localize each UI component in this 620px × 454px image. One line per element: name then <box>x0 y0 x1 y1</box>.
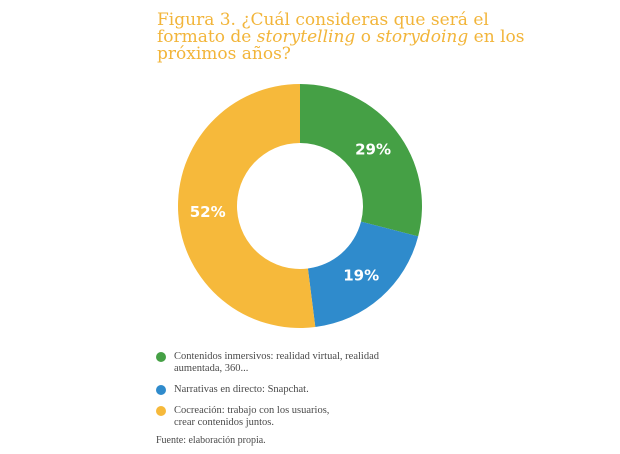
legend-label-line2: crear contenidos juntos. <box>174 417 275 428</box>
chart-title: Figura 3. ¿Cuál consideras que será el f… <box>157 12 597 63</box>
slice-inmersivos <box>300 84 422 237</box>
title-line-2-mid: o <box>355 27 377 47</box>
slice-cocreacion <box>178 84 316 328</box>
title-storydoing: storydoing <box>376 27 469 47</box>
legend-dot-blue-icon <box>156 385 166 395</box>
slice-directo <box>307 221 419 328</box>
title-storytelling: storytelling <box>256 27 356 47</box>
slice-inmersivos-label: 29% <box>355 140 391 158</box>
title-line-2-pre: formato de <box>157 27 257 47</box>
title-line-2-post: en los <box>468 27 525 47</box>
legend-label-line1: Narrativas en directo: Snapchat. <box>174 384 309 395</box>
legend-label-line2: aumentada, 360... <box>174 363 249 374</box>
legend-dot-green-icon <box>156 352 166 362</box>
title-line-2: formato de storytelling o storydoing en … <box>157 29 597 46</box>
legend-dot-yellow-icon <box>156 406 166 416</box>
legend-label-line1: Cocreación: trabajo con los usuarios, <box>174 405 330 416</box>
title-line-1: Figura 3. ¿Cuál consideras que será el <box>157 10 489 30</box>
legend-item-directo: Narrativas en directo: Snapchat. <box>156 384 416 396</box>
slice-directo-label: 19% <box>343 266 379 284</box>
legend-item-inmersivos: Contenidos inmersivos: realidad virtual,… <box>156 351 416 375</box>
legend-label-line1: Contenidos inmersivos: realidad virtual,… <box>174 351 379 362</box>
source-note: Fuente: elaboración propia. <box>156 435 266 446</box>
chart-legend: Contenidos inmersivos: realidad virtual,… <box>156 351 416 438</box>
slice-cocreacion-label: 52% <box>190 203 226 221</box>
title-line-3: próximos años? <box>157 44 291 64</box>
legend-item-cocreacion: Cocreación: trabajo con los usuarios, cr… <box>156 405 416 429</box>
